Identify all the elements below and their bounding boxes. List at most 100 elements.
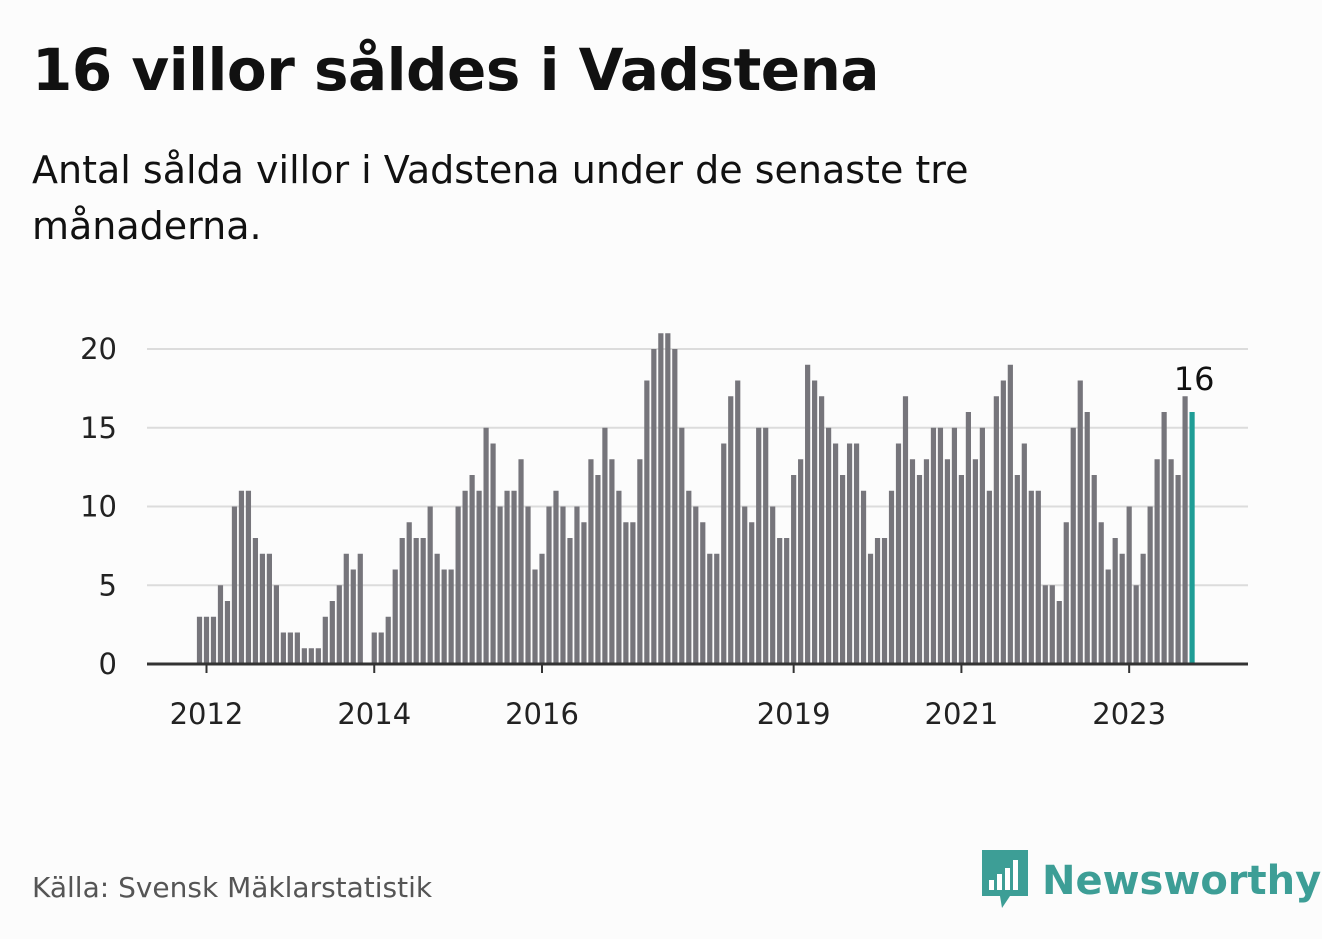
bar xyxy=(888,490,895,664)
bar xyxy=(1182,396,1188,664)
bar xyxy=(1084,412,1090,664)
bar xyxy=(357,553,363,664)
bar xyxy=(707,553,713,664)
bar xyxy=(602,427,608,664)
bar xyxy=(1112,538,1118,664)
bar xyxy=(846,443,853,664)
bar xyxy=(742,506,748,664)
bar xyxy=(826,427,832,664)
bar xyxy=(567,538,573,664)
bar xyxy=(763,427,769,664)
y-tick-label: 20 xyxy=(80,332,117,366)
bar xyxy=(595,475,601,664)
bar xyxy=(986,490,992,664)
bar xyxy=(1161,412,1167,664)
bar xyxy=(1098,522,1104,664)
bar xyxy=(749,522,755,664)
bar xyxy=(1091,475,1097,664)
bar xyxy=(385,616,391,664)
bar xyxy=(196,616,203,664)
bar xyxy=(693,506,699,664)
bar xyxy=(930,427,937,664)
bar xyxy=(623,522,629,664)
x-axis-labels: 2012 2014 2016 2019 2021 2023 xyxy=(170,697,1166,731)
bar xyxy=(777,538,783,664)
bar xyxy=(581,522,587,664)
bar xyxy=(427,506,433,664)
bar xyxy=(1140,553,1146,664)
bar xyxy=(791,475,797,664)
bar xyxy=(630,522,636,664)
bar xyxy=(434,553,440,664)
bar xyxy=(406,522,412,664)
y-axis-labels: 0 5 10 15 20 xyxy=(80,332,117,681)
bar xyxy=(993,396,999,664)
bar xyxy=(644,380,650,664)
bar xyxy=(874,538,881,664)
bar xyxy=(1175,475,1181,664)
bar xyxy=(1168,459,1174,664)
bar xyxy=(210,616,217,664)
bar xyxy=(1000,380,1006,664)
bar xyxy=(1119,553,1125,664)
brand-logo[interactable]: Newsworthy xyxy=(980,848,1321,914)
bar xyxy=(259,553,266,664)
bar xyxy=(497,506,503,664)
bar xyxy=(238,490,245,664)
x-tick-label: 2014 xyxy=(337,697,411,731)
bar xyxy=(1154,459,1160,664)
bar xyxy=(895,443,902,664)
bar xyxy=(979,427,985,664)
bar xyxy=(819,396,825,664)
bar xyxy=(1105,569,1111,664)
x-tick-label: 2016 xyxy=(505,697,579,731)
bar xyxy=(1063,522,1069,664)
annotations: 16 xyxy=(1174,360,1215,398)
bar xyxy=(511,490,517,664)
bar xyxy=(490,443,496,664)
bar xyxy=(476,490,482,664)
brand-name: Newsworthy xyxy=(1042,858,1322,904)
bar xyxy=(735,380,741,664)
bar xyxy=(441,569,447,664)
bar xyxy=(301,648,307,664)
x-tick-label: 2021 xyxy=(925,697,999,731)
bar xyxy=(958,475,965,664)
bar xyxy=(881,538,888,664)
bar xyxy=(273,585,279,664)
bar xyxy=(245,490,252,664)
bar xyxy=(832,443,839,664)
bar xyxy=(308,648,314,664)
bar xyxy=(637,459,643,664)
highlight-value-label: 16 xyxy=(1174,360,1215,398)
newsworthy-logo-icon xyxy=(980,848,1030,914)
bar xyxy=(1133,585,1139,664)
bar xyxy=(217,585,224,664)
bars xyxy=(196,333,1195,664)
y-tick-label: 0 xyxy=(99,647,117,681)
bar xyxy=(469,475,475,664)
bar xyxy=(1056,601,1062,664)
bar xyxy=(280,632,286,664)
bar xyxy=(784,538,790,664)
bar xyxy=(616,490,622,664)
bar xyxy=(1014,475,1020,664)
bar xyxy=(231,506,238,664)
bar xyxy=(658,333,664,664)
bar xyxy=(972,459,978,664)
bar xyxy=(756,427,762,664)
bar xyxy=(1035,490,1041,664)
bar xyxy=(679,427,685,664)
bar xyxy=(203,616,210,664)
bar xyxy=(1077,380,1083,664)
bar xyxy=(714,553,720,664)
x-axis xyxy=(147,662,1248,673)
bar xyxy=(560,506,566,664)
x-tick-label: 2023 xyxy=(1092,697,1166,731)
bar xyxy=(944,459,951,664)
y-tick-label: 15 xyxy=(80,411,117,445)
bar xyxy=(672,349,678,664)
bar xyxy=(1021,443,1027,664)
bar xyxy=(294,632,300,664)
